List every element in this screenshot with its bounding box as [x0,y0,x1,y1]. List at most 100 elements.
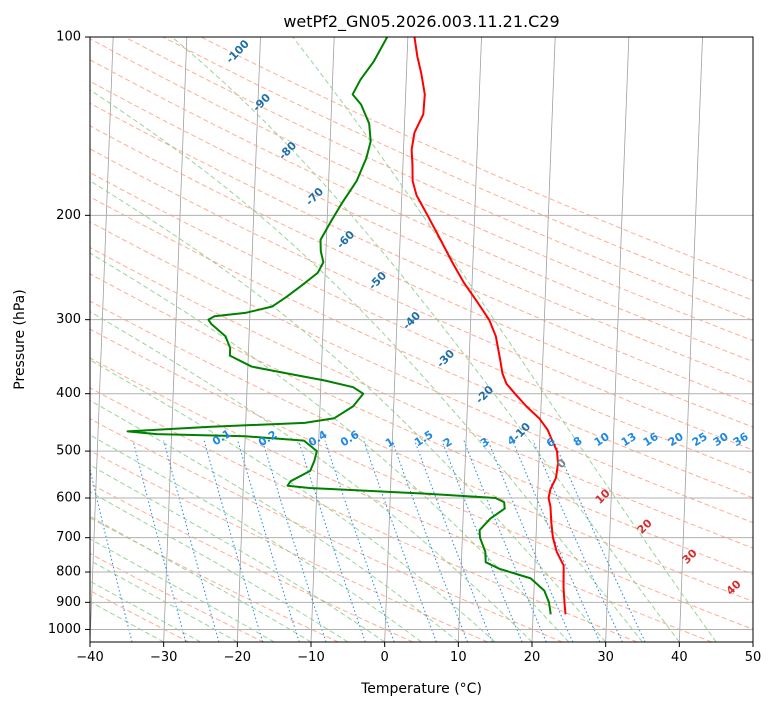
wet-bulb-label: -20 [473,383,496,407]
y-tick-label: 600 [56,491,81,506]
x-tick-label: 20 [524,650,541,665]
mixing-ratio-line [532,440,623,642]
x-tick-label: −20 [224,650,251,665]
mixing-ratio-line [512,440,601,642]
mixing-ratio-label: 30 [711,430,731,449]
mixing-ratio-line [463,440,547,642]
x-tick-label: 10 [450,650,467,665]
dry-adiabat-line [90,38,753,342]
y-axis-label: Pressure (hPa) [12,289,28,389]
dry-adiabat-line [90,517,339,642]
moist-adiabat-line [90,580,201,642]
moist-adiabat-line [90,180,607,642]
dry-adiabat-line [162,37,753,301]
dry-adiabat-line [90,80,753,384]
y-tick-label: 300 [56,312,81,327]
moist-adiabat-line [90,434,422,642]
moist-adiabat-line [90,359,496,642]
mixing-ratio-line [391,440,468,642]
background-lines [90,37,753,642]
mixing-ratio-label: 2 [441,435,454,450]
x-tick-label: −40 [76,650,103,665]
moist-adiabat-line [90,311,533,642]
mixing-ratio-line [487,440,574,642]
dry-adiabat-line [124,37,753,321]
moist-adiabat-line [90,89,643,642]
x-tick-label: 40 [671,650,688,665]
dry-adiabat-line [90,300,753,602]
wet-bulb-label: -60 [334,228,357,252]
isotherm-line [605,37,630,642]
isotherm-line [678,37,703,642]
dry-adiabat-line [90,450,488,642]
x-tick-label: 50 [745,650,762,665]
mixing-ratio-label: 3 [478,435,491,450]
mixing-ratio-label: 16 [641,430,661,449]
y-tick-label: 1000 [48,622,81,637]
axes: −40 −30 −20 −10 0 10 20 30 40 50 100 200 300 400 500 60… [48,30,761,666]
mixing-ratio-label: 25 [690,430,710,449]
temperature-line [410,37,567,615]
mixing-ratio-label: 0.6 [338,428,362,450]
moist-adiabat-line [90,464,385,642]
y-tick-label: 800 [56,565,81,580]
dry-adiabat-line [90,125,753,428]
dry-adiabat-line [90,148,753,451]
dry-adiabat-line [90,102,753,406]
x-tick-label: −30 [150,650,177,665]
dry-adiabat-line [90,590,190,642]
mixing-ratio-line [163,440,220,642]
dry-adiabat-line [90,328,753,630]
isotherm-line [236,37,261,642]
x-tick-label: −10 [297,650,324,665]
dry-adiabat-line [90,357,712,642]
wet-bulb-label: -40 [400,309,423,333]
mixing-ratio-label: 8 [571,434,584,449]
isotherm-line [752,631,753,642]
dry-adiabat-line [90,221,753,524]
isotherm-label: 40 [724,577,744,597]
mixing-ratio-line [203,440,264,642]
y-tick-label: 900 [56,595,81,610]
dry-adiabat-line [90,246,753,549]
y-tick-label: 200 [56,208,81,223]
x-tick-label: 0 [381,650,389,665]
dry-adiabat-line [90,172,753,475]
dry-adiabat-line [90,59,753,363]
mixing-ratio-line [237,440,300,642]
isotherm-line [457,37,482,642]
moist-adiabat-line [90,399,459,642]
mixing-ratio-label: 36 [731,430,751,449]
mixing-ratio-line [363,440,437,642]
mixing-ratio-label: 1.5 [412,428,435,449]
y-tick-label: 400 [56,386,81,401]
mixing-ratio-label: 0.2 [256,428,279,449]
y-tick-label: 700 [56,530,81,545]
mixing-ratio-label: 10 [592,430,612,449]
mixing-ratio-line [441,440,523,642]
dry-adiabat-line [90,273,753,575]
dry-adiabat-line [90,418,563,642]
mixing-ratio-line [324,440,395,642]
mixing-ratio-label: 0.1 [210,427,233,448]
moist-adiabat-line [90,491,349,642]
x-tick-label: 30 [597,650,614,665]
moist-adiabat-line [292,37,717,642]
moist-adiabat-line [171,37,680,642]
isotherm-line [531,37,556,642]
isotherm-label: 20 [635,516,655,536]
profile-lines [126,37,567,615]
dry-adiabat-line [90,483,414,642]
y-tick-label: 100 [56,30,81,45]
wet-bulb-label: -80 [276,139,299,163]
moist-adiabat-line [90,515,312,642]
dry-adiabat-line [90,196,753,499]
wet-bulb-label: -100 [223,37,252,66]
moist-adiabat-line [90,559,238,642]
pressure-grid [90,37,753,630]
isotherm-line [163,37,188,642]
dewpoint-line [126,37,552,615]
mixing-ratio-line [132,440,187,642]
y-tick-label: 500 [56,444,81,459]
